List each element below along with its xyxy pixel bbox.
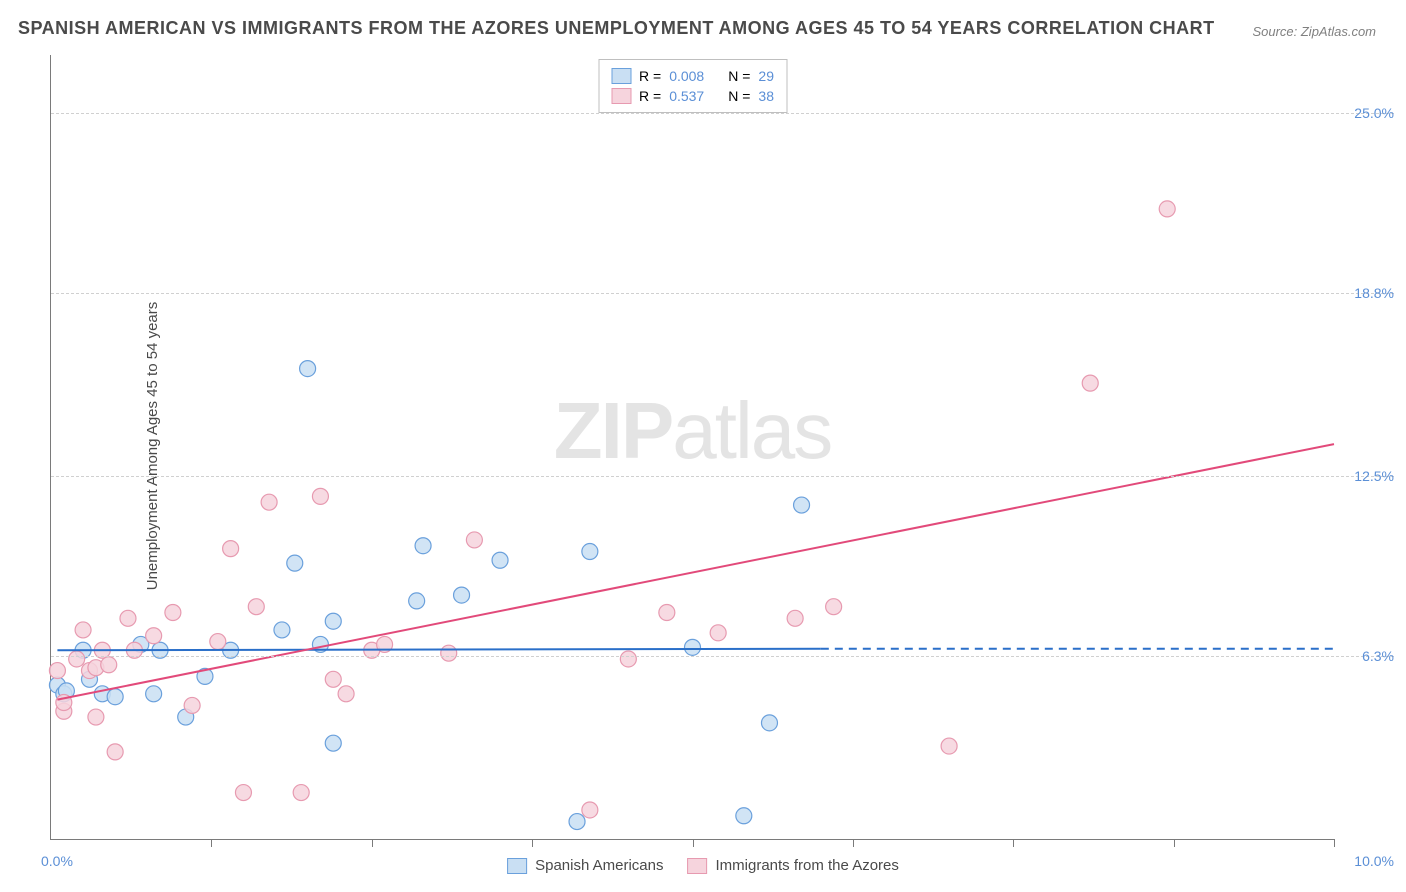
x-tick: [532, 839, 533, 847]
scatter-point: [325, 671, 341, 687]
legend-item-a: Spanish Americans: [507, 857, 663, 874]
legend-bottom: Spanish Americans Immigrants from the Az…: [507, 857, 899, 874]
x-tick: [1013, 839, 1014, 847]
scatter-point: [235, 785, 251, 801]
x-tick: [1334, 839, 1335, 847]
scatter-point: [338, 686, 354, 702]
source-label: Source: ZipAtlas.com: [1252, 24, 1376, 39]
plot-area: ZIPatlas R = 0.008 N = 29 R = 0.537 N = …: [50, 55, 1334, 840]
swatch-series-b: [688, 858, 708, 874]
scatter-point: [101, 657, 117, 673]
scatter-point: [761, 715, 777, 731]
y-tick-label: 25.0%: [1354, 105, 1394, 121]
scatter-point: [409, 593, 425, 609]
scatter-point: [794, 497, 810, 513]
scatter-point: [107, 744, 123, 760]
scatter-point: [107, 689, 123, 705]
scatter-point: [261, 494, 277, 510]
x-max-label: 10.0%: [1354, 853, 1394, 869]
scatter-point: [415, 538, 431, 554]
series-a-name: Spanish Americans: [535, 857, 663, 874]
chart-title: SPANISH AMERICAN VS IMMIGRANTS FROM THE …: [18, 18, 1215, 39]
scatter-point: [120, 610, 136, 626]
x-tick: [693, 839, 694, 847]
scatter-point: [941, 738, 957, 754]
y-tick-label: 12.5%: [1354, 468, 1394, 484]
y-tick-label: 6.3%: [1362, 648, 1394, 664]
swatch-series-a: [507, 858, 527, 874]
scatter-point: [300, 361, 316, 377]
scatter-point: [454, 587, 470, 603]
x-origin-label: 0.0%: [41, 853, 73, 869]
scatter-point: [165, 605, 181, 621]
scatter-point: [184, 697, 200, 713]
chart-svg: [51, 55, 1334, 839]
trend-line: [57, 649, 820, 650]
scatter-point: [620, 651, 636, 667]
grid-line: [51, 293, 1394, 294]
grid-line: [51, 656, 1394, 657]
legend-item-b: Immigrants from the Azores: [688, 857, 899, 874]
grid-line: [51, 113, 1394, 114]
x-tick: [372, 839, 373, 847]
scatter-point: [325, 613, 341, 629]
scatter-point: [274, 622, 290, 638]
scatter-point: [293, 785, 309, 801]
scatter-point: [1082, 375, 1098, 391]
scatter-point: [75, 622, 91, 638]
scatter-point: [88, 709, 104, 725]
scatter-point: [223, 541, 239, 557]
scatter-point: [736, 808, 752, 824]
scatter-point: [826, 599, 842, 615]
x-tick: [1174, 839, 1175, 847]
scatter-point: [49, 663, 65, 679]
scatter-point: [710, 625, 726, 641]
x-tick: [853, 839, 854, 847]
trend-line: [57, 444, 1334, 700]
scatter-point: [466, 532, 482, 548]
x-tick: [211, 839, 212, 847]
scatter-point: [492, 552, 508, 568]
scatter-point: [325, 735, 341, 751]
scatter-point: [146, 686, 162, 702]
grid-line: [51, 476, 1394, 477]
scatter-point: [69, 651, 85, 667]
scatter-point: [569, 814, 585, 830]
scatter-point: [287, 555, 303, 571]
scatter-point: [312, 488, 328, 504]
scatter-point: [210, 634, 226, 650]
scatter-point: [146, 628, 162, 644]
scatter-point: [1159, 201, 1175, 217]
scatter-point: [248, 599, 264, 615]
scatter-point: [685, 639, 701, 655]
scatter-point: [582, 544, 598, 560]
scatter-point: [659, 605, 675, 621]
scatter-point: [787, 610, 803, 626]
scatter-point: [582, 802, 598, 818]
scatter-point: [441, 645, 457, 661]
series-b-name: Immigrants from the Azores: [716, 857, 899, 874]
y-tick-label: 18.8%: [1354, 285, 1394, 301]
